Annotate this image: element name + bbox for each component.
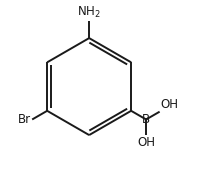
Text: Br: Br <box>18 113 31 126</box>
Text: NH$_2$: NH$_2$ <box>77 5 101 20</box>
Text: OH: OH <box>160 98 178 111</box>
Text: B: B <box>142 113 150 126</box>
Text: OH: OH <box>137 136 155 149</box>
